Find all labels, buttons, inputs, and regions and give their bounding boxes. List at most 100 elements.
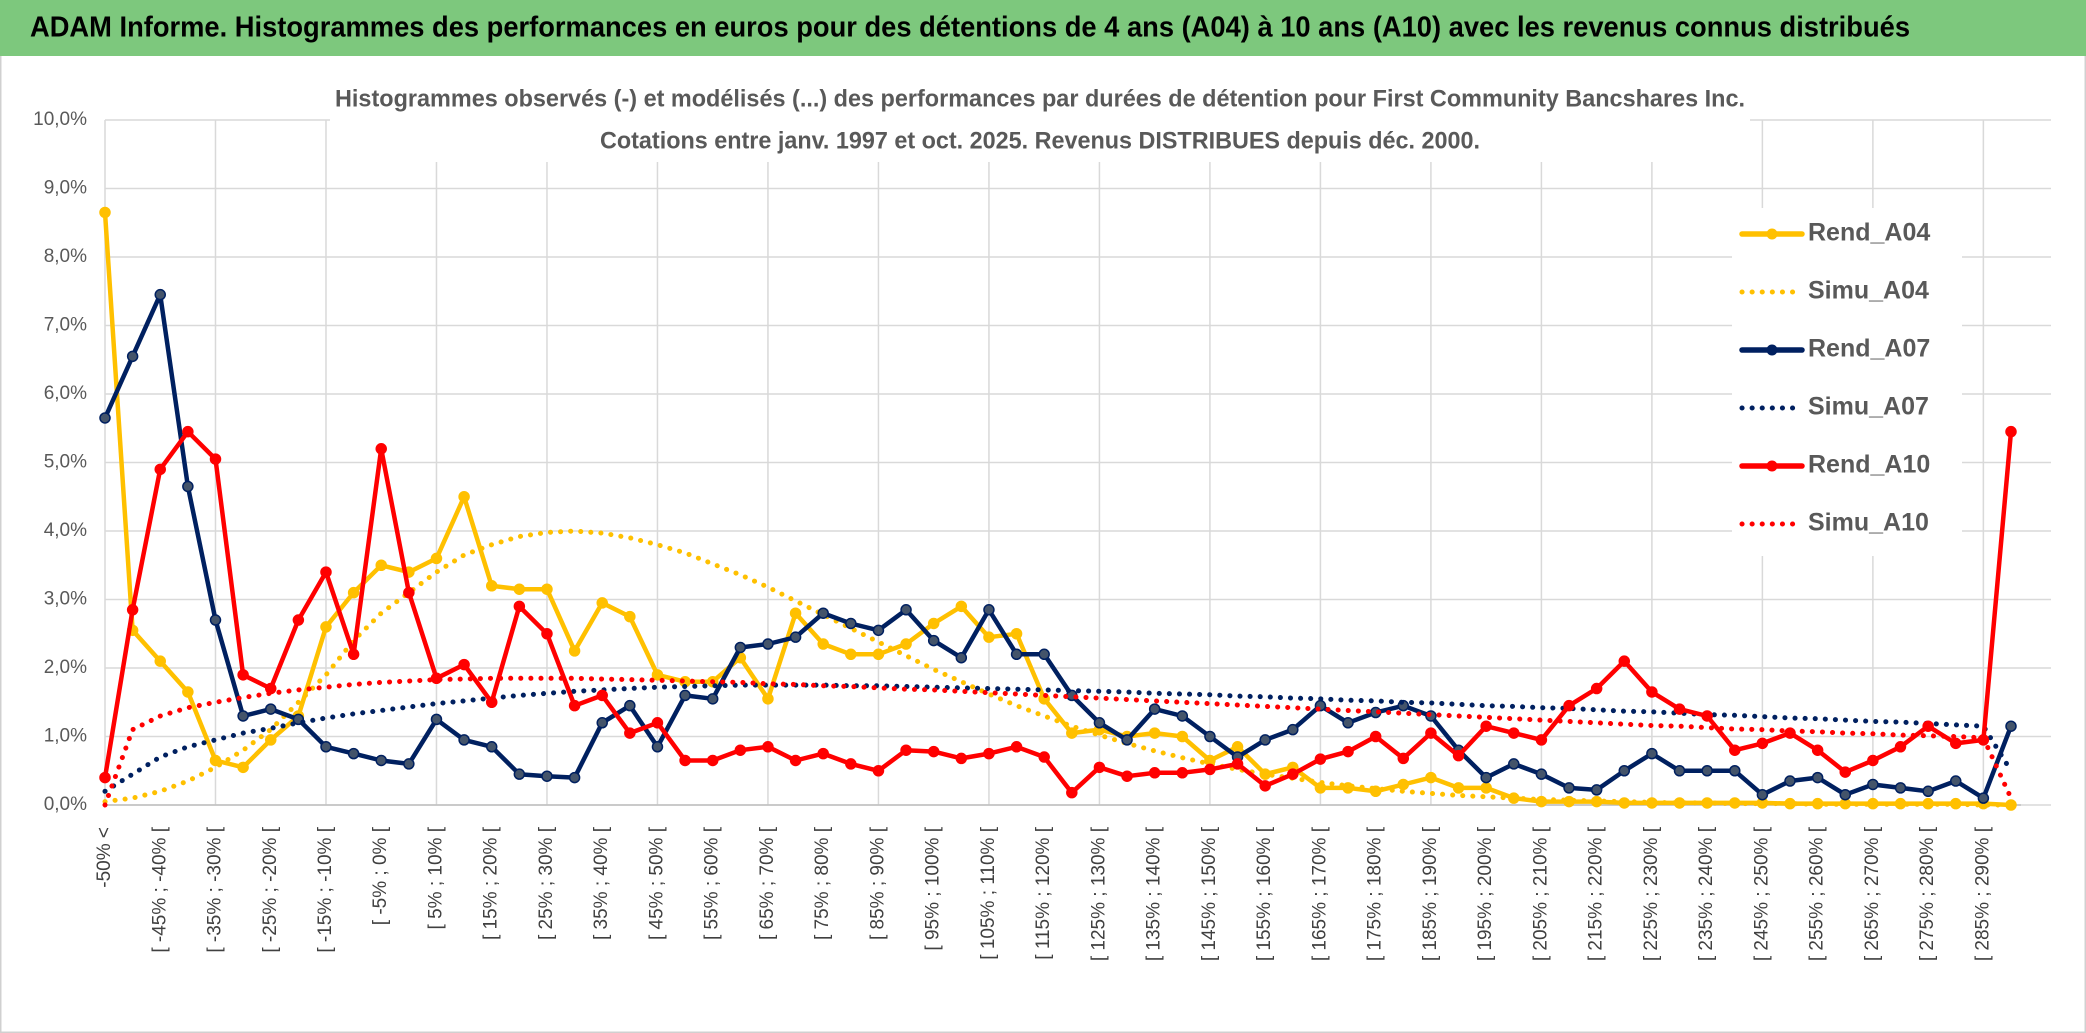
- series-line: [102, 429, 2014, 795]
- legend-label: Rend_A07: [1808, 335, 1930, 363]
- data-point: [1508, 727, 1520, 739]
- data-point: [1867, 754, 1879, 767]
- data-point: [1480, 720, 1492, 732]
- data-point: [872, 648, 885, 661]
- data-point: [541, 583, 553, 595]
- data-point: [734, 744, 747, 756]
- data-point: [651, 717, 664, 729]
- data-point: [762, 693, 774, 705]
- data-point: [1066, 786, 1078, 799]
- data-point: [1093, 761, 1106, 774]
- data-point: [513, 600, 526, 613]
- data-point: [900, 744, 912, 756]
- data-point: [1010, 628, 1023, 640]
- data-point: [845, 758, 857, 770]
- y-tick-label: 5,0%: [44, 452, 87, 473]
- data-point: [126, 604, 139, 616]
- data-point: [1618, 765, 1631, 777]
- data-point: [1066, 727, 1078, 739]
- data-point: [762, 741, 774, 753]
- x-tick-label: [ 135% ; 140% [: [1144, 826, 1165, 961]
- legend-label: Simu_A10: [1808, 509, 1929, 537]
- data-point: [485, 741, 498, 753]
- x-tick-label: [ 265% ; 270% [: [1862, 826, 1883, 961]
- title-backdrop: [330, 80, 1750, 162]
- data-point: [1259, 780, 1271, 792]
- x-tick-label: [ -35% ; -30% [: [205, 826, 226, 952]
- data-point: [1977, 792, 1990, 804]
- data-point: [154, 463, 166, 476]
- data-point: [1259, 734, 1271, 746]
- x-tick-label: [ 145% ; 150% [: [1199, 826, 1220, 961]
- data-point: [1480, 782, 1492, 794]
- x-tick-label: [ 275% ; 280% [: [1917, 826, 1938, 961]
- x-tick-label: [ 25% ; 30% [: [536, 826, 557, 940]
- data-point: [568, 699, 581, 712]
- data-point: [1811, 771, 1824, 784]
- y-tick-label: 6,0%: [44, 383, 87, 404]
- data-point: [1480, 771, 1492, 784]
- data-point: [983, 631, 995, 643]
- x-tick-label: [ -45% ; -40% [: [149, 826, 170, 952]
- data-point: [1452, 782, 1465, 794]
- data-point: [817, 747, 829, 760]
- data-point: [900, 604, 912, 616]
- chart-title: Histogrammes observés (-) et modélisés (…: [335, 85, 1745, 112]
- data-point: [1646, 747, 1658, 760]
- data-point: [375, 559, 387, 571]
- data-point: [706, 693, 719, 705]
- data-point: [347, 648, 360, 661]
- data-point: [347, 586, 360, 599]
- x-tick-label: [ 205% ; 210% [: [1530, 826, 1551, 961]
- header-title: ADAM Informe. Histogrammes des performan…: [30, 12, 1910, 44]
- data-point: [927, 745, 940, 758]
- data-point: [541, 770, 553, 782]
- data-point: [1093, 717, 1106, 729]
- x-tick-label: [ 45% ; 50% [: [646, 826, 667, 940]
- y-tick-label: 3,0%: [44, 589, 87, 610]
- data-point: [679, 689, 691, 702]
- data-point: [762, 638, 774, 650]
- data-point: [1950, 737, 1962, 750]
- data-point: [1425, 727, 1437, 739]
- data-point: [1010, 648, 1023, 661]
- series-line: [102, 528, 2014, 808]
- data-point: [1148, 727, 1161, 739]
- data-point: [126, 350, 139, 363]
- x-tick-label: [ 215% ; 220% [: [1586, 826, 1607, 961]
- legend-backdrop: [1732, 382, 1962, 440]
- data-point: [264, 703, 277, 715]
- data-point: [1673, 703, 1686, 715]
- header-bar: [0, 0, 2086, 56]
- legend-label: Simu_A04: [1808, 277, 1929, 305]
- x-tick-label: [ 95% ; 100% [: [923, 826, 944, 950]
- data-point: [1811, 744, 1824, 756]
- y-tick-label: 9,0%: [44, 178, 87, 199]
- data-point: [430, 713, 443, 726]
- plot: 0,0% 1,0% 2,0% 3,0% 4,0% 5,0% 6,0% 7,0% 8,0% 9,0%…: [33, 109, 2051, 961]
- data-point: [789, 631, 802, 643]
- data-point: [1756, 788, 1769, 801]
- data-point: [1756, 737, 1769, 750]
- x-tick-label: [ -25% ; -20% [: [260, 826, 281, 952]
- data-point: [872, 624, 885, 637]
- data-point: [1922, 785, 1934, 798]
- data-point: [320, 621, 332, 633]
- data-point: [955, 600, 968, 613]
- data-point: [679, 754, 691, 767]
- chart-subtitle: Cotations entre janv. 1997 et oct. 2025.…: [600, 127, 1480, 154]
- legend-backdrop: [1732, 266, 1962, 324]
- data-point: [458, 658, 470, 671]
- x-tick-label: [ 125% ; 130% [: [1088, 826, 1109, 961]
- legend-label: Rend_A10: [1808, 451, 1930, 479]
- data-point: [1148, 767, 1161, 779]
- y-tick-label: 10,0%: [33, 109, 87, 130]
- x-tick-label: [ 175% ; 180% [: [1365, 826, 1386, 961]
- data-point: [1369, 730, 1382, 743]
- data-point: [872, 765, 885, 777]
- data-point: [1646, 686, 1658, 698]
- x-tick-label: [ 225% ; 230% [: [1641, 826, 1662, 961]
- data-point: [182, 425, 194, 438]
- x-tick-label: [ 155% ; 160% [: [1254, 826, 1275, 961]
